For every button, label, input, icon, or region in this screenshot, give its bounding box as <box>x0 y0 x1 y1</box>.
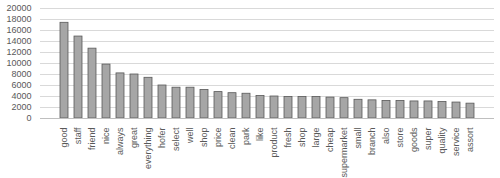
svg-text:quality: quality <box>437 127 447 154</box>
svg-text:well: well <box>185 128 195 145</box>
svg-text:friend: friend <box>87 128 97 151</box>
svg-text:12000: 12000 <box>6 47 31 57</box>
svg-text:everything: everything <box>143 128 153 170</box>
svg-text:shop: shop <box>297 128 307 148</box>
svg-text:price: price <box>213 128 223 148</box>
svg-text:store: store <box>395 128 405 148</box>
svg-text:2000: 2000 <box>11 102 31 112</box>
svg-text:select: select <box>171 127 181 151</box>
svg-text:18000: 18000 <box>6 14 31 24</box>
svg-text:good: good <box>59 128 69 148</box>
svg-text:shop: shop <box>199 128 209 148</box>
svg-text:staff: staff <box>73 127 83 144</box>
svg-text:20000: 20000 <box>6 3 31 13</box>
svg-text:16000: 16000 <box>6 25 31 35</box>
svg-text:assort: assort <box>465 127 475 152</box>
svg-text:10000: 10000 <box>6 58 31 68</box>
svg-text:great: great <box>129 127 139 148</box>
svg-text:goods: goods <box>409 127 419 152</box>
svg-text:14000: 14000 <box>6 36 31 46</box>
svg-text:large: large <box>311 128 321 148</box>
svg-text:small: small <box>353 128 363 149</box>
svg-text:super: super <box>423 127 433 150</box>
svg-text:always: always <box>115 127 125 155</box>
svg-text:like: like <box>255 128 265 142</box>
svg-text:8000: 8000 <box>11 69 31 79</box>
svg-text:clean: clean <box>227 128 237 150</box>
svg-text:branch: branch <box>367 128 377 156</box>
svg-text:6000: 6000 <box>11 80 31 90</box>
svg-text:park: park <box>241 127 251 145</box>
svg-text:fresh: fresh <box>283 128 293 148</box>
svg-text:4000: 4000 <box>11 91 31 101</box>
svg-text:supermarket: supermarket <box>339 127 349 178</box>
svg-text:hofer: hofer <box>157 127 167 148</box>
svg-text:service: service <box>451 128 461 157</box>
svg-text:nice: nice <box>101 128 111 145</box>
svg-text:0: 0 <box>26 113 31 123</box>
svg-text:product: product <box>269 127 279 158</box>
svg-text:cheap: cheap <box>325 128 335 153</box>
svg-text:also: also <box>381 128 391 145</box>
